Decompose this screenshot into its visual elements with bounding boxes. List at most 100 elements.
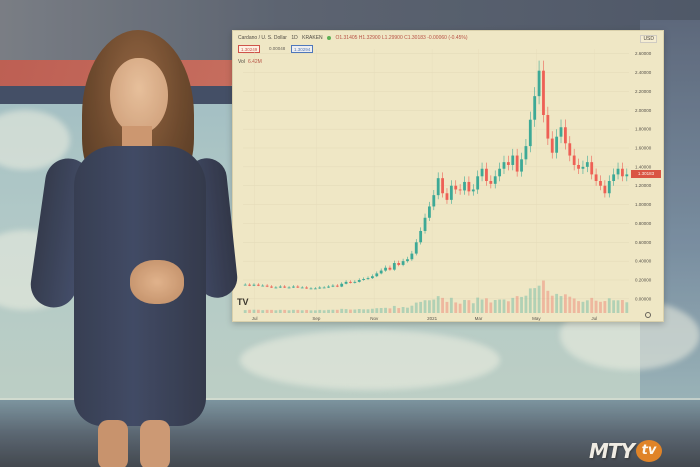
volume-bar	[441, 297, 444, 313]
y-tick-label: 0.60000	[635, 240, 652, 245]
volume-bar	[432, 299, 436, 313]
volume-bar	[599, 301, 602, 313]
candle-body	[243, 284, 247, 286]
candle-body	[419, 230, 423, 243]
candle-body	[625, 174, 629, 177]
candle-body	[313, 288, 317, 290]
candle-body	[590, 162, 594, 175]
symbol-name[interactable]: Cardano / U. S. Dollar	[238, 35, 287, 41]
candle-body	[467, 181, 471, 192]
volume-legend: Vol 6.42M	[238, 59, 262, 65]
candle-body	[511, 155, 515, 165]
candle-body	[296, 286, 300, 288]
volume-bar	[502, 299, 506, 313]
spread-value: 0.00048	[269, 46, 286, 51]
volume-bar	[485, 298, 488, 313]
y-tick-label: 2.00000	[635, 108, 652, 113]
volume-bar	[471, 303, 475, 313]
interval-label[interactable]: 1D	[291, 35, 298, 41]
candle-body	[493, 176, 497, 184]
volume-bar	[379, 308, 383, 313]
candle-body	[300, 287, 304, 289]
ohlc-values: O1.31405 H1.32900 L1.29900 C1.30183 -0.0…	[335, 35, 468, 41]
candle-body	[599, 181, 602, 186]
x-tick-label: May	[532, 316, 541, 321]
volume-bar	[524, 295, 528, 313]
volume-bar	[555, 293, 559, 313]
y-tick-label: 0.80000	[635, 221, 652, 226]
volume-bar	[607, 298, 611, 313]
y-tick-label: 0.40000	[635, 259, 652, 264]
volume-bar	[493, 300, 497, 313]
volume-bar	[406, 307, 409, 313]
volume-bar	[261, 310, 265, 313]
sell-price-chip[interactable]: 1.30249	[238, 45, 261, 53]
volume-bar	[331, 309, 335, 313]
candle-body	[537, 70, 541, 97]
candle-body	[463, 181, 466, 191]
volume-bar	[335, 309, 339, 313]
candle-body	[401, 261, 405, 265]
volume-bar	[283, 309, 287, 313]
candle-body	[362, 279, 366, 280]
volume-bar	[476, 297, 480, 313]
volume-bar	[563, 294, 567, 313]
buy-price-chip[interactable]: 1.30294	[291, 45, 314, 53]
volume-label: Vol	[238, 59, 245, 65]
volume-bar	[318, 309, 322, 313]
settings-icon[interactable]	[645, 312, 651, 318]
volume-bar	[397, 308, 401, 313]
volume-bar	[572, 298, 576, 313]
x-tick-label: 2021	[427, 316, 438, 321]
volume-bar	[309, 310, 313, 313]
volume-bar	[292, 309, 295, 313]
price-chart-window: Cardano / U. S. Dollar 1D KRAKEN O1.3140…	[232, 30, 664, 322]
candle-body	[410, 253, 414, 260]
currency-selector[interactable]: USD	[640, 35, 657, 43]
volume-bar	[401, 307, 405, 313]
candle-body	[498, 168, 502, 177]
volume-bar	[388, 308, 392, 313]
candle-body	[471, 189, 475, 192]
volume-bar	[414, 302, 418, 313]
candle-body	[585, 162, 589, 167]
candle-body	[384, 267, 387, 271]
price-chart-plot[interactable]: 2.60000 2.40000 2.20000 2.00000 1.80000 1.600…	[233, 31, 664, 322]
volume-bar	[506, 301, 510, 313]
candle-body	[524, 146, 528, 160]
volume-bar	[305, 309, 309, 313]
volume-bar	[392, 305, 396, 313]
candle-body	[366, 278, 370, 280]
candle-body	[568, 143, 572, 156]
candle-body	[379, 270, 383, 274]
candle-body	[555, 136, 559, 153]
volume-bar	[594, 300, 598, 313]
candle-body	[612, 174, 616, 181]
candle-body	[533, 96, 537, 120]
volume-bars	[243, 280, 629, 313]
volume-bar	[528, 288, 532, 313]
volume-bar	[480, 299, 484, 313]
candle-body	[423, 217, 427, 231]
candle-body	[528, 119, 532, 147]
candle-body	[432, 195, 436, 207]
candlestick-series	[243, 60, 629, 290]
candle-body	[577, 164, 580, 169]
volume-bar	[581, 301, 585, 313]
volume-bar	[520, 296, 523, 313]
candle-body	[252, 284, 256, 286]
volume-bar	[296, 309, 300, 313]
live-status-icon	[327, 35, 332, 40]
tradingview-logo: TV	[237, 297, 249, 307]
last-price-marker: 1.30183	[631, 170, 661, 179]
volume-bar	[498, 299, 502, 313]
candle-body	[406, 259, 409, 262]
volume-bar	[322, 310, 326, 313]
candle-body	[607, 181, 611, 194]
candle-body	[278, 286, 282, 288]
candle-body	[502, 162, 506, 169]
x-tick-label: Sep	[312, 316, 321, 321]
volume-bar	[489, 302, 493, 313]
candle-body	[331, 285, 335, 287]
